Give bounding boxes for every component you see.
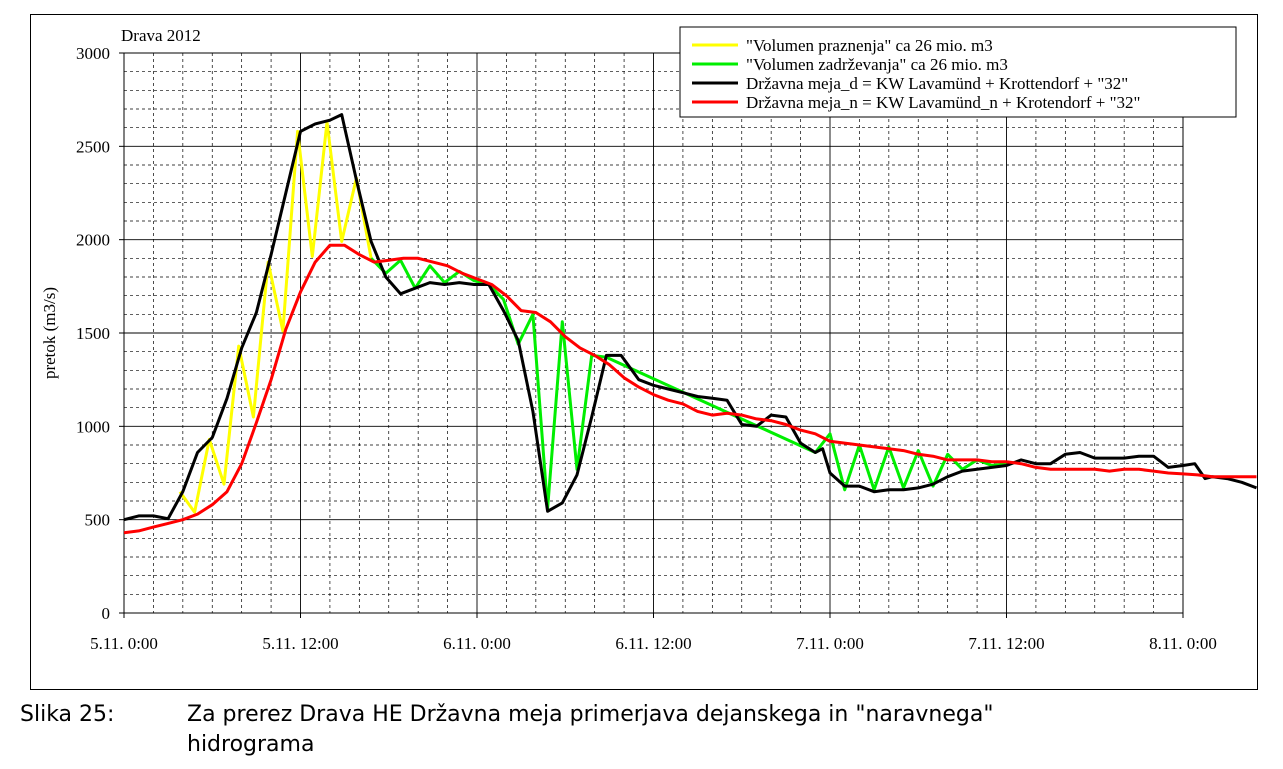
series-line-1	[178, 120, 373, 514]
y-tick-label: 0	[102, 604, 111, 623]
caption-text: Za prerez Drava HE Državna meja primerja…	[187, 702, 994, 757]
legend-label-3: Državna meja_d = KW Lavamünd + Krottendo…	[746, 74, 1128, 93]
caption-label: Slika 25:	[20, 702, 115, 727]
grid-layer	[123, 52, 1184, 614]
y-tick-label: 3000	[76, 44, 110, 63]
legend-box	[679, 26, 1237, 118]
legend-label-1: "Volumen praznenja" ca 26 mio. m3	[746, 36, 993, 55]
x-tick-label: 8.11. 0:00	[1149, 634, 1217, 653]
chart-title: Drava 2012	[121, 26, 201, 45]
y-tick-label: 2000	[76, 231, 110, 250]
y-axis-label: pretok (m3/s)	[40, 287, 59, 379]
hydrograph-chart: 0 500 1000 1500 2000 2500 3000 5.11. 0:00 5.11. …	[40, 26, 1257, 653]
chart-frame: 0 500 1000 1500 2000 2500 3000 5.11. 0:00 5.11. …	[30, 14, 1258, 690]
x-tick-label: 6.11. 0:00	[443, 634, 511, 653]
series-line-3	[123, 113, 1257, 522]
y-tick-label: 1000	[76, 417, 110, 436]
legend-label-2: "Volumen zadrževanja" ca 26 mio. m3	[746, 55, 1008, 74]
legend-label-4: Državna meja_n = KW Lavamünd_n + Krotend…	[746, 93, 1141, 112]
legend: "Volumen praznenja" ca 26 mio. m3"Volume…	[679, 26, 1237, 118]
x-tick-label: 7.11. 12:00	[968, 634, 1044, 653]
x-tick-label: 6.11. 12:00	[615, 634, 691, 653]
x-tick-label: 5.11. 0:00	[90, 634, 158, 653]
x-tick-label: 7.11. 0:00	[796, 634, 864, 653]
y-tick-label: 500	[85, 511, 111, 530]
series-line-4	[123, 243, 1257, 535]
y-tick-label: 1500	[76, 324, 110, 343]
axes-layer: 0 500 1000 1500 2000 2500 3000 5.11. 0:00 5.11. …	[76, 44, 1217, 653]
y-tick-label: 2500	[76, 137, 110, 156]
series-layer	[123, 113, 1257, 535]
x-tick-label: 5.11. 12:00	[262, 634, 338, 653]
